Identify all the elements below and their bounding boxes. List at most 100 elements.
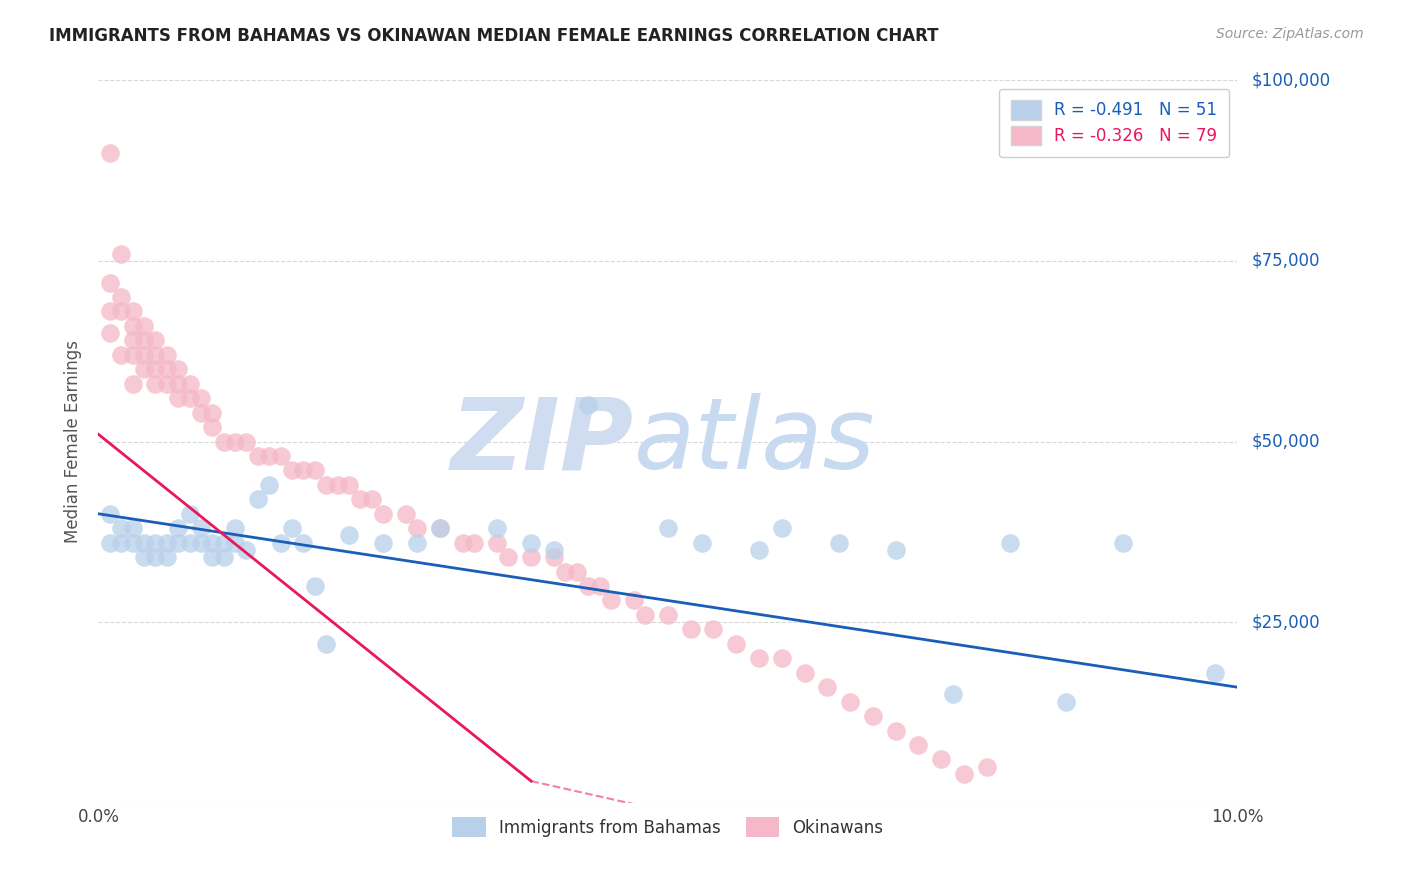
Point <box>657 521 679 535</box>
Point <box>201 420 224 434</box>
Point <box>543 542 565 557</box>
Point <box>486 521 509 535</box>
Point <box>167 521 190 535</box>
Legend: Immigrants from Bahamas, Okinawans: Immigrants from Bahamas, Okinawans <box>444 809 891 845</box>
Point <box>179 507 201 521</box>
Point <box>793 665 815 680</box>
Point <box>156 550 179 565</box>
Point <box>576 398 599 412</box>
Text: atlas: atlas <box>634 393 876 490</box>
Point <box>360 492 382 507</box>
Point <box>246 492 269 507</box>
Point <box>190 391 212 405</box>
Point <box>201 535 224 549</box>
Point <box>862 709 884 723</box>
Point <box>121 348 143 362</box>
Y-axis label: Median Female Earnings: Median Female Earnings <box>65 340 83 543</box>
Point <box>498 550 520 565</box>
Point <box>190 406 212 420</box>
Point <box>679 623 702 637</box>
Point <box>156 376 179 391</box>
Point <box>315 478 337 492</box>
Point <box>145 535 167 549</box>
Point <box>998 535 1021 549</box>
Point <box>121 304 143 318</box>
Point <box>543 550 565 565</box>
Point <box>132 362 155 376</box>
Text: $100,000: $100,000 <box>1251 71 1330 89</box>
Point <box>1056 695 1078 709</box>
Point <box>132 318 155 333</box>
Point <box>429 521 451 535</box>
Point <box>132 535 155 549</box>
Point <box>304 463 326 477</box>
Point <box>179 391 201 405</box>
Point <box>121 521 143 535</box>
Point <box>201 406 224 420</box>
Point <box>748 651 770 665</box>
Point <box>110 304 132 318</box>
Point <box>110 290 132 304</box>
Point <box>98 304 121 318</box>
Point <box>463 535 485 549</box>
Point <box>145 334 167 348</box>
Point <box>565 565 588 579</box>
Point <box>429 521 451 535</box>
Point <box>281 521 304 535</box>
Point <box>315 637 337 651</box>
Point <box>212 550 235 565</box>
Point <box>270 535 292 549</box>
Point <box>292 535 315 549</box>
Point <box>770 651 793 665</box>
Point <box>839 695 862 709</box>
Point <box>486 535 509 549</box>
Point <box>702 623 724 637</box>
Point <box>326 478 349 492</box>
Point <box>179 376 201 391</box>
Point <box>167 391 190 405</box>
Point <box>212 434 235 449</box>
Point <box>259 478 281 492</box>
Point <box>884 542 907 557</box>
Point <box>167 535 190 549</box>
Point <box>179 535 201 549</box>
Point <box>828 535 851 549</box>
Point <box>98 276 121 290</box>
Point <box>953 767 976 781</box>
Point <box>145 348 167 362</box>
Point <box>725 637 748 651</box>
Point <box>588 579 610 593</box>
Point <box>1112 535 1135 549</box>
Point <box>132 550 155 565</box>
Text: $75,000: $75,000 <box>1251 252 1320 270</box>
Point <box>98 507 121 521</box>
Point <box>190 535 212 549</box>
Point <box>406 521 429 535</box>
Point <box>304 579 326 593</box>
Point <box>520 535 543 549</box>
Point <box>156 535 179 549</box>
Point <box>281 463 304 477</box>
Point <box>976 760 998 774</box>
Point <box>121 535 143 549</box>
Point <box>235 434 257 449</box>
Point <box>98 326 121 340</box>
Point <box>145 376 167 391</box>
Point <box>132 334 155 348</box>
Point <box>259 449 281 463</box>
Point <box>167 376 190 391</box>
Point <box>212 535 235 549</box>
Point <box>815 680 838 694</box>
Point <box>110 535 132 549</box>
Point <box>373 535 395 549</box>
Point <box>145 550 167 565</box>
Point <box>884 723 907 738</box>
Point <box>224 535 246 549</box>
Point <box>623 593 645 607</box>
Point <box>576 579 599 593</box>
Point <box>349 492 371 507</box>
Point <box>373 507 395 521</box>
Point <box>98 145 121 160</box>
Point <box>395 507 418 521</box>
Point <box>110 348 132 362</box>
